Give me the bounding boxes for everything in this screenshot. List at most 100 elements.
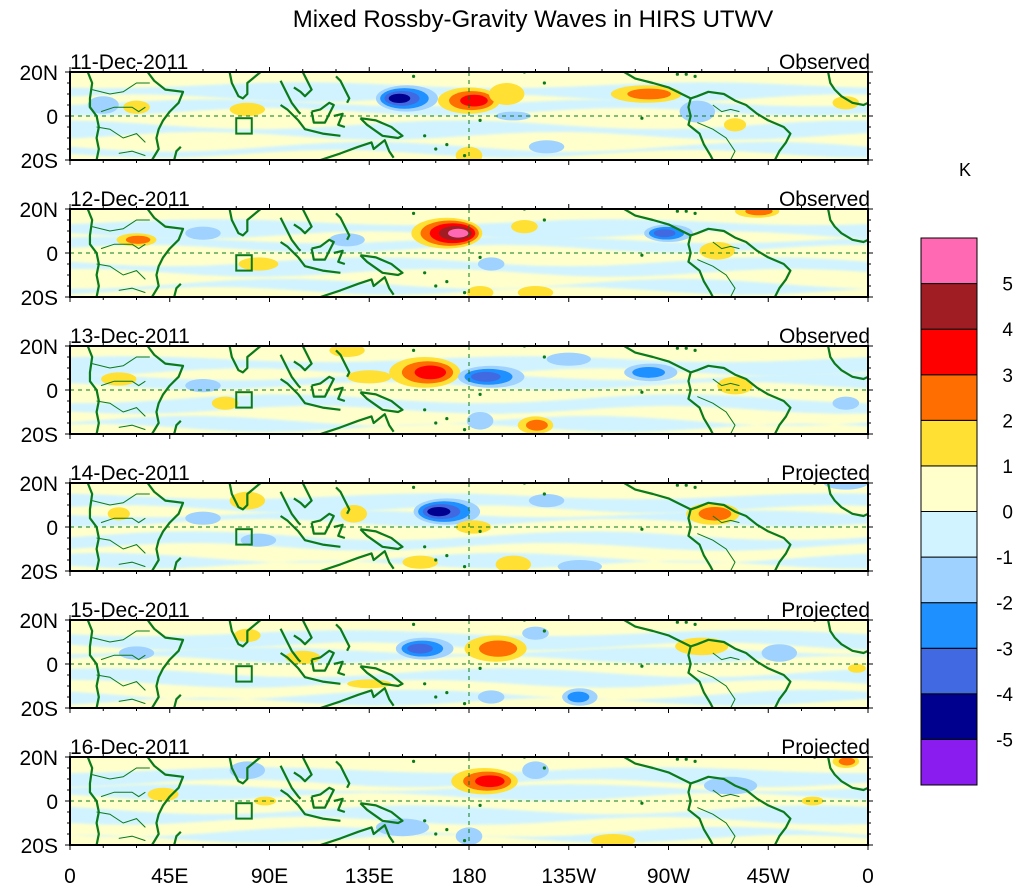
colorbar-swatch [920, 237, 978, 285]
coastline [687, 235, 714, 297]
country-border [92, 219, 150, 232]
island [434, 695, 438, 699]
contour-level [526, 419, 548, 431]
contour-level [557, 560, 602, 571]
y-tick-label: 20N [19, 473, 58, 496]
negative-anomaly [546, 352, 591, 366]
x-tick-label: 180 [451, 865, 486, 888]
colorbar-level-label: -1 [996, 548, 1013, 569]
contour-level [632, 366, 666, 378]
island [423, 134, 427, 138]
coastline [320, 687, 395, 708]
x-tick-label: 0 [862, 865, 874, 888]
y-tick-label: 20S [21, 150, 58, 173]
colorbar-swatch [920, 647, 978, 695]
island [684, 757, 688, 761]
contour-level [590, 834, 636, 845]
y-tick-label: 0 [46, 380, 58, 403]
contour-level [147, 787, 179, 802]
coastlines [86, 757, 868, 845]
colorbar-swatch [920, 511, 978, 558]
island [542, 81, 546, 85]
negative-anomaly [455, 827, 483, 845]
region-box [235, 802, 253, 820]
negative-anomaly [185, 226, 221, 240]
negative-anomaly [375, 818, 430, 837]
island [640, 801, 644, 805]
negative-anomaly [457, 365, 525, 388]
country-border [697, 533, 736, 571]
negative-anomaly [528, 140, 565, 154]
coastline [827, 346, 868, 381]
y-tick-label: 20N [19, 336, 58, 359]
island [423, 819, 427, 823]
positive-anomaly [495, 555, 532, 571]
island [478, 255, 482, 259]
positive-anomaly [590, 834, 636, 845]
panel-status: Projected [781, 599, 870, 622]
coastline [279, 515, 341, 548]
colorbar-swatch [920, 738, 978, 786]
colorbar-swatch [920, 283, 978, 330]
coastline [623, 620, 792, 708]
panel-status: Observed [779, 188, 870, 211]
contour-level [823, 483, 868, 490]
island [675, 72, 679, 76]
coastline [146, 72, 185, 160]
positive-anomaly [389, 357, 461, 388]
coastline [827, 483, 868, 518]
contour-level [388, 93, 411, 103]
country-border [96, 400, 146, 417]
country-border [92, 82, 150, 95]
region-box [235, 528, 253, 546]
negative-anomaly [522, 626, 549, 640]
x-tick-label: 135W [541, 865, 596, 888]
positive-anomaly [123, 100, 150, 114]
island [411, 759, 416, 764]
coastline [146, 209, 185, 297]
negative-anomaly [118, 646, 155, 660]
country-border [712, 515, 740, 524]
island [462, 428, 467, 432]
contour-level [528, 140, 565, 154]
positive-anomaly [699, 242, 735, 260]
contour-level [123, 100, 150, 114]
positive-anomaly [832, 96, 860, 110]
island [542, 218, 546, 222]
colorbar-level-label: -3 [996, 639, 1013, 660]
coastline [293, 72, 313, 98]
island [478, 666, 482, 671]
contour-level [522, 761, 549, 779]
colorbar-swatch [920, 328, 978, 376]
contour-level [448, 228, 469, 238]
island [445, 143, 449, 147]
country-border [92, 630, 150, 643]
country-border [712, 104, 740, 113]
negative-anomaly-band [70, 278, 868, 295]
x-tick-label: 45E [151, 865, 188, 888]
island [693, 348, 697, 352]
negative-anomaly-band [70, 552, 868, 569]
contour-level [185, 511, 221, 525]
island [684, 483, 688, 487]
coastline [687, 509, 714, 571]
y-tick-label: 0 [46, 517, 58, 540]
island [411, 485, 416, 489]
coastline [333, 797, 346, 814]
coastline [279, 217, 302, 252]
island [423, 682, 427, 686]
positive-anomaly [686, 502, 740, 525]
positive-anomaly [107, 507, 130, 521]
coastline [333, 523, 346, 540]
coastline [827, 757, 868, 792]
colorbar-level-label: 1 [1002, 457, 1013, 478]
contour-level [185, 379, 221, 393]
colorbar-swatch [920, 465, 978, 512]
coastline [293, 209, 313, 235]
contour-level [118, 646, 155, 660]
colorbar-level-label: -4 [996, 685, 1013, 706]
coastline [333, 249, 346, 266]
negative-anomaly [823, 483, 868, 490]
contour-level [495, 555, 532, 571]
coastline [310, 238, 335, 261]
